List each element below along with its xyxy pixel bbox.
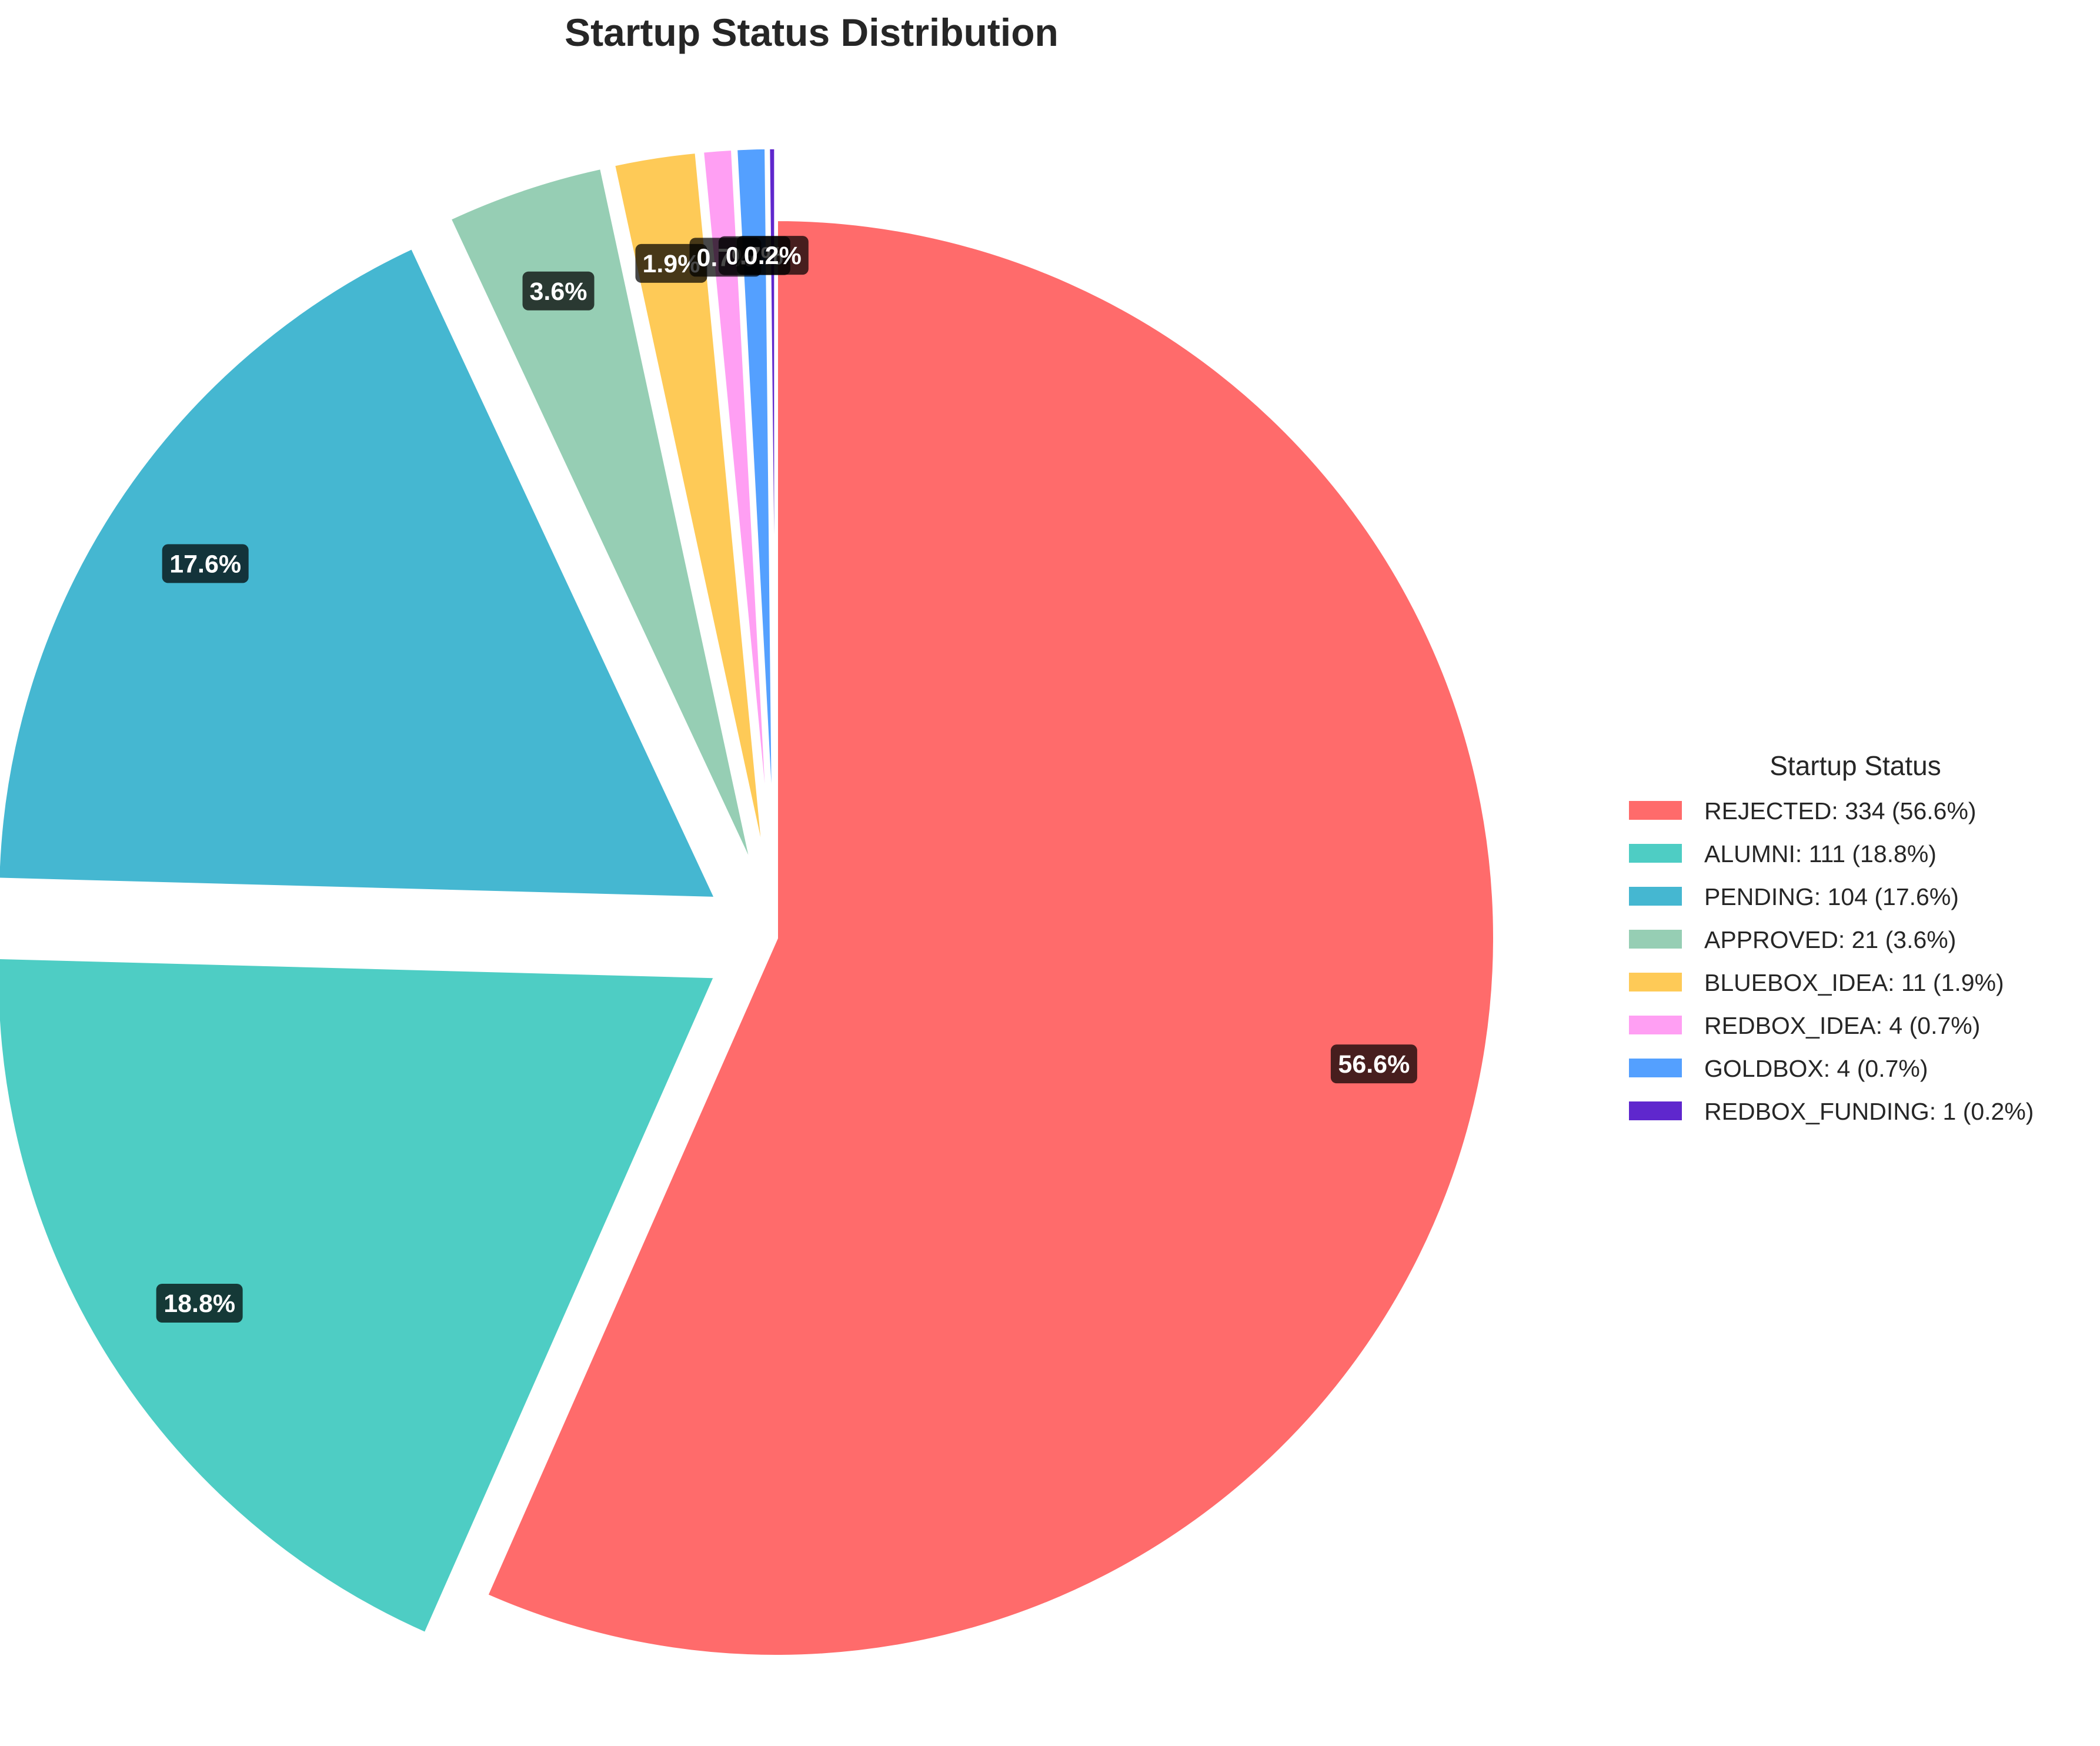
pct-label-text: 18.8%: [163, 1290, 235, 1318]
pct-label-pending: 17.6%: [162, 544, 249, 583]
pct-label-redbox-funding: 0.2%: [736, 236, 809, 275]
pct-label-text: 56.6%: [1338, 1050, 1410, 1079]
chart-title: Startup Status Distribution: [565, 11, 1059, 54]
slice-bluebox-idea: [611, 149, 767, 867]
legend-label: REJECTED: 334 (56.6%): [1704, 797, 1977, 824]
pct-label-text: 0.2%: [744, 242, 802, 270]
legend-swatch: [1629, 1016, 1682, 1034]
legend-item-pending: PENDING: 104 (17.6%): [1629, 883, 1959, 910]
legend-item-approved: APPROVED: 21 (3.6%): [1629, 926, 1956, 953]
pct-label-box: [522, 271, 595, 311]
slice-pending: [0, 245, 719, 901]
pct-label-text: 17.6%: [169, 550, 241, 578]
legend-label: REDBOX_FUNDING: 1 (0.2%): [1704, 1098, 2034, 1125]
legend-item-alumni: ALUMNI: 111 (18.8%): [1629, 840, 1937, 867]
pct-label-box: [736, 236, 809, 275]
legend-item-bluebox-idea: BLUEBOX_IDEA: 11 (1.9%): [1629, 969, 2004, 996]
legend-item-redbox-funding: REDBOX_FUNDING: 1 (0.2%): [1629, 1098, 2034, 1125]
pct-label-box: [1330, 1044, 1417, 1084]
legend-label: REDBOX_IDEA: 4 (0.7%): [1704, 1012, 1980, 1039]
legend-swatch: [1629, 844, 1682, 863]
pct-label-approved: 3.6%: [522, 271, 595, 311]
pct-label-box: [156, 1283, 243, 1323]
legend-title: Startup Status: [1770, 750, 1941, 781]
slice-approved: [447, 165, 755, 871]
legend-swatch: [1629, 887, 1682, 906]
legend-label: PENDING: 104 (17.6%): [1704, 883, 1959, 910]
pct-label-text: 3.6%: [530, 278, 587, 306]
slice-alumni: [0, 955, 719, 1637]
legend: Startup Status REJECTED: 334 (56.6%) ALUM…: [1629, 750, 2034, 1125]
legend-swatch: [1629, 1101, 1682, 1120]
legend-label: ALUMNI: 111 (18.8%): [1704, 840, 1937, 867]
legend-swatch: [1629, 801, 1682, 820]
slice-redbox-funding: [766, 145, 778, 866]
percentage-labels: 56.6%18.8%17.6%3.6%1.9%0.7%0.7%0.2%: [156, 236, 1417, 1323]
legend-item-goldbox: GOLDBOX: 4 (0.7%): [1629, 1055, 1928, 1082]
legend-item-redbox-idea: REDBOX_IDEA: 4 (0.7%): [1629, 1012, 1980, 1039]
legend-item-rejected: REJECTED: 334 (56.6%): [1629, 797, 1977, 824]
legend-swatch: [1629, 930, 1682, 949]
pct-label-box: [162, 544, 249, 583]
slice-redbox-idea: [700, 146, 773, 867]
legend-label: APPROVED: 21 (3.6%): [1704, 926, 1956, 953]
legend-swatch: [1629, 1059, 1682, 1077]
legend-swatch: [1629, 973, 1682, 991]
legend-label: GOLDBOX: 4 (0.7%): [1704, 1055, 1928, 1082]
pct-label-alumni: 18.8%: [156, 1283, 243, 1323]
slice-rejected: [483, 217, 1497, 1658]
legend-items: REJECTED: 334 (56.6%) ALUMNI: 111 (18.8%)…: [1629, 797, 2034, 1125]
slice-goldbox: [733, 145, 776, 867]
pct-label-box: [635, 243, 707, 283]
pct-label-rejected: 56.6%: [1330, 1044, 1417, 1084]
pie-slices: [0, 145, 1497, 1658]
legend-label: BLUEBOX_IDEA: 11 (1.9%): [1704, 969, 2004, 996]
